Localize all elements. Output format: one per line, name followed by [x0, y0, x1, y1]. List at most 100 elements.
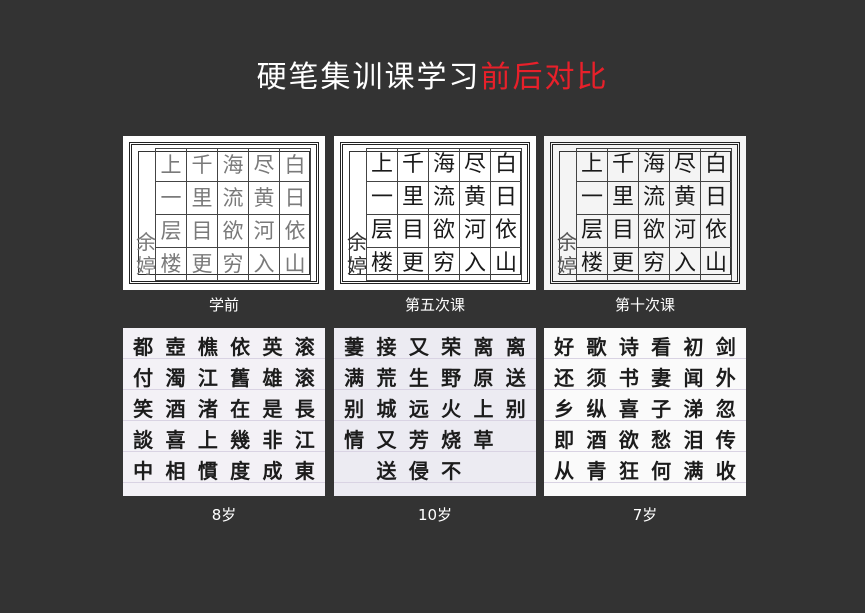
grid-row: 层目欲河依 — [576, 214, 732, 248]
calligraphy-column: 樵江渚上慣 — [198, 332, 218, 492]
caption-lesson10: 第十次课 — [614, 296, 675, 314]
calligraphy-character: 酒 — [586, 428, 607, 452]
calligraphy-character: 荒 — [376, 366, 397, 390]
calligraphy-column: 都付笑談中 — [133, 332, 153, 492]
grid-character: 山 — [279, 247, 311, 281]
calligraphy-character: 烧 — [441, 428, 462, 452]
calligraphy-character: 满 — [683, 459, 704, 483]
grid-row: 一里流黄日 — [366, 181, 522, 215]
calligraphy-character: 歌 — [586, 335, 607, 359]
calligraphy-character: 离 — [473, 335, 494, 359]
sample-card-lesson10: 上千海尽白一里流黄日层目欲河依楼更穷入山 余 婷 — [544, 136, 746, 290]
calligraphy-character: 在 — [230, 397, 251, 421]
calligraphy-character: 狂 — [618, 459, 639, 483]
page-title: 硬笔集训课学习前后对比 — [0, 58, 865, 98]
student-name: 余 婷 — [347, 230, 367, 278]
caption-age7: 7岁 — [632, 506, 658, 524]
grid-character: 楼 — [576, 247, 608, 281]
calligraphy-column: 离送别 — [506, 332, 526, 492]
grid-character: 白 — [490, 148, 522, 182]
grid-character: 流 — [638, 181, 670, 215]
calligraphy-character: 長 — [294, 397, 315, 421]
grid-character: 海 — [428, 148, 460, 182]
calligraphy-character: 中 — [133, 459, 154, 483]
calligraphy-column: 离原上草 — [473, 332, 493, 492]
calligraphy-character: 即 — [554, 428, 575, 452]
calligraphy-character: 从 — [554, 459, 575, 483]
calligraphy-character: 滚 — [294, 366, 315, 390]
grid-character: 更 — [607, 247, 639, 281]
grid-character: 上 — [155, 148, 187, 182]
title-accent: 前后对比 — [480, 60, 609, 95]
grid-character: 依 — [279, 214, 311, 248]
grid-character: 尽 — [459, 148, 491, 182]
grid-character: 一 — [366, 181, 398, 215]
grid-character: 欲 — [638, 214, 670, 248]
calligraphy-character: 青 — [586, 459, 607, 483]
grid-character: 河 — [248, 214, 280, 248]
grid-character: 欲 — [217, 214, 249, 248]
grid-character: 层 — [155, 214, 187, 248]
calligraphy-column: 好还乡即从 — [554, 332, 574, 492]
calligraphy-character: 收 — [715, 459, 736, 483]
calligraphy-columns: 离送别离原上草荣野火烧不又生远芳侵接荒城又送萋满别情 — [334, 328, 536, 496]
calligraphy-column: 又生远芳侵 — [409, 332, 429, 492]
calligraphy-character: 東 — [294, 459, 315, 483]
grid-character: 山 — [700, 247, 732, 281]
grid-character: 黄 — [669, 181, 701, 215]
grid-character: 目 — [186, 214, 218, 248]
calligraphy-character: 上 — [473, 397, 494, 421]
grid-row: 上千海尽白 — [576, 148, 732, 182]
calligraphy-character: 萋 — [344, 335, 365, 359]
calligraphy-character: 又 — [408, 335, 429, 359]
grid-row: 一里流黄日 — [155, 181, 311, 215]
grid-row: 上千海尽白 — [366, 148, 522, 182]
calligraphy-character: 满 — [344, 366, 365, 390]
grid-character: 入 — [669, 247, 701, 281]
calligraphy-character: 喜 — [165, 428, 186, 452]
calligraphy-character: 离 — [505, 335, 526, 359]
calligraphy-character: 喜 — [618, 397, 639, 421]
grid-character: 黄 — [459, 181, 491, 215]
calligraphy-column: 剑外忽传收 — [716, 332, 736, 492]
grid-character: 穷 — [428, 247, 460, 281]
sample-card-lesson5: 上千海尽白一里流黄日层目欲河依楼更穷入山 余 婷 — [334, 136, 536, 290]
calligraphy-columns: 剑外忽传收初闻涕泪满看妻子愁何诗书喜欲狂歌须纵酒青好还乡即从 — [544, 328, 746, 496]
calligraphy-character: 涕 — [683, 397, 704, 421]
calligraphy-character: 荣 — [441, 335, 462, 359]
grid-character: 穷 — [638, 247, 670, 281]
grid-row: 一里流黄日 — [576, 181, 732, 215]
grid-character: 层 — [366, 214, 398, 248]
student-name: 余 婷 — [557, 230, 577, 278]
calligraphy-character: 闻 — [683, 366, 704, 390]
calligraphy-character: 濁 — [165, 366, 186, 390]
caption-age10: 10岁 — [417, 506, 453, 524]
sample-card-before: 上千海尽白一里流黄日层目欲河依楼更穷入山 余 婷 — [123, 136, 325, 290]
grid-character: 更 — [397, 247, 429, 281]
calligraphy-column: 壺濁酒喜相 — [165, 332, 185, 492]
grid-character: 尽 — [669, 148, 701, 182]
calligraphy-character: 談 — [133, 428, 154, 452]
calligraphy-character: 幾 — [230, 428, 251, 452]
grid-character: 海 — [638, 148, 670, 182]
caption-lesson5: 第五次课 — [404, 296, 465, 314]
calligraphy-character: 泪 — [683, 428, 704, 452]
calligraphy-character: 度 — [230, 459, 251, 483]
calligraphy-character: 都 — [133, 335, 154, 359]
grid-character: 白 — [279, 148, 311, 182]
calligraphy-column: 依舊在幾度 — [230, 332, 250, 492]
grid-character: 楼 — [366, 247, 398, 281]
grid-row: 楼更穷入山 — [366, 247, 522, 281]
calligraphy-columns: 滚滚長江東英雄是非成依舊在幾度樵江渚上慣壺濁酒喜相都付笑談中 — [123, 328, 325, 496]
grid-character: 里 — [607, 181, 639, 215]
calligraphy-character: 初 — [683, 335, 704, 359]
grid-character: 目 — [397, 214, 429, 248]
character-grid: 上千海尽白一里流黄日层目欲河依楼更穷入山 — [576, 148, 732, 281]
grid-character: 层 — [576, 214, 608, 248]
calligraphy-character: 雄 — [262, 366, 283, 390]
calligraphy-character: 别 — [344, 397, 365, 421]
grid-character: 上 — [576, 148, 608, 182]
calligraphy-character: 诗 — [618, 335, 639, 359]
grid-row: 层目欲河依 — [366, 214, 522, 248]
calligraphy-character: 是 — [262, 397, 283, 421]
